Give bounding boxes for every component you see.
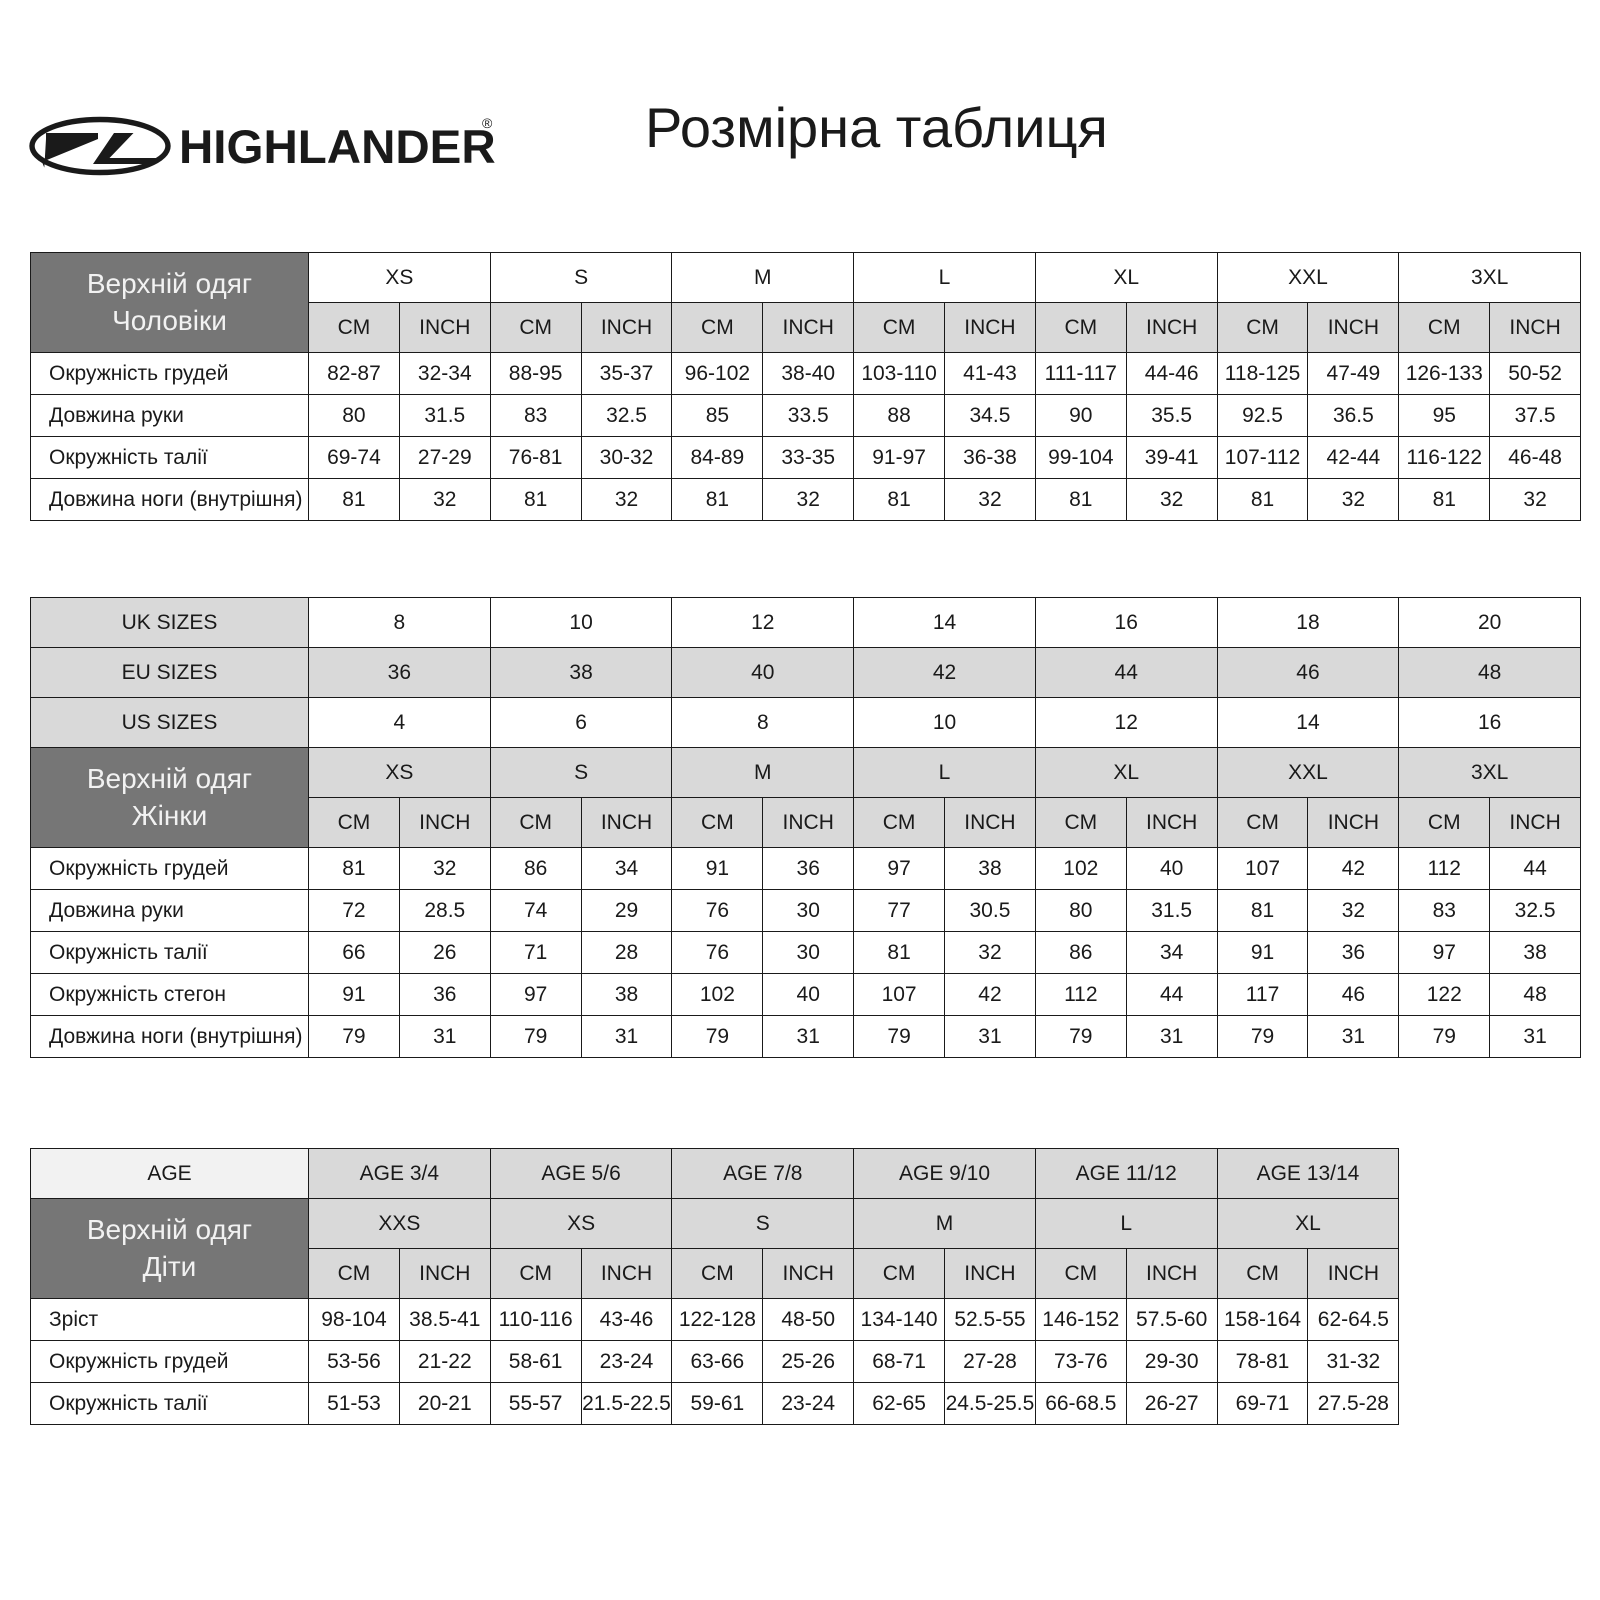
svg-text:®: ®: [482, 115, 493, 131]
svg-text:HIGHLANDER: HIGHLANDER: [179, 121, 496, 174]
